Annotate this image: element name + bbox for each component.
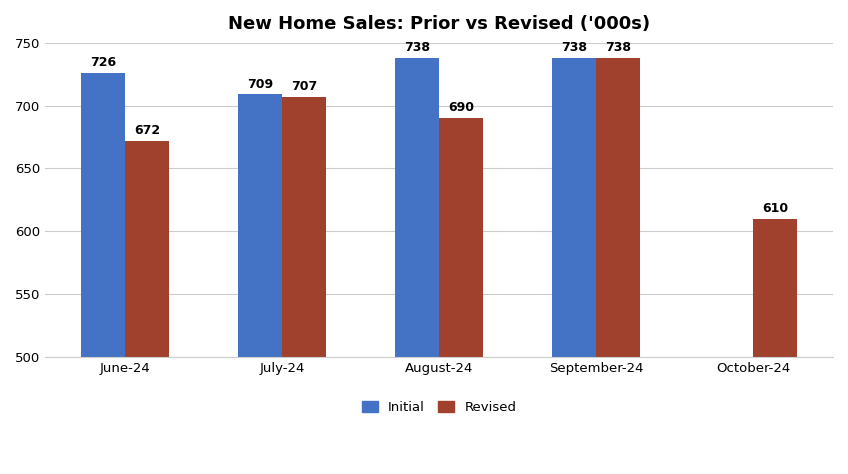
Bar xyxy=(596,58,640,357)
Text: 738: 738 xyxy=(404,41,430,54)
Bar xyxy=(282,97,326,357)
Bar xyxy=(125,141,169,357)
Bar xyxy=(81,73,125,357)
Text: 738: 738 xyxy=(605,41,631,54)
Text: 672: 672 xyxy=(134,124,160,137)
Text: 726: 726 xyxy=(90,56,116,69)
Text: 690: 690 xyxy=(448,101,474,115)
Legend: Initial, Revised: Initial, Revised xyxy=(356,395,522,419)
Text: 610: 610 xyxy=(762,202,789,215)
Bar xyxy=(753,219,797,357)
Bar xyxy=(439,118,483,357)
Text: 738: 738 xyxy=(561,41,587,54)
Text: 707: 707 xyxy=(291,80,317,93)
Text: 709: 709 xyxy=(247,78,273,91)
Bar xyxy=(552,58,596,357)
Bar xyxy=(238,94,282,357)
Title: New Home Sales: Prior vs Revised ('000s): New Home Sales: Prior vs Revised ('000s) xyxy=(228,15,650,33)
Bar xyxy=(395,58,439,357)
